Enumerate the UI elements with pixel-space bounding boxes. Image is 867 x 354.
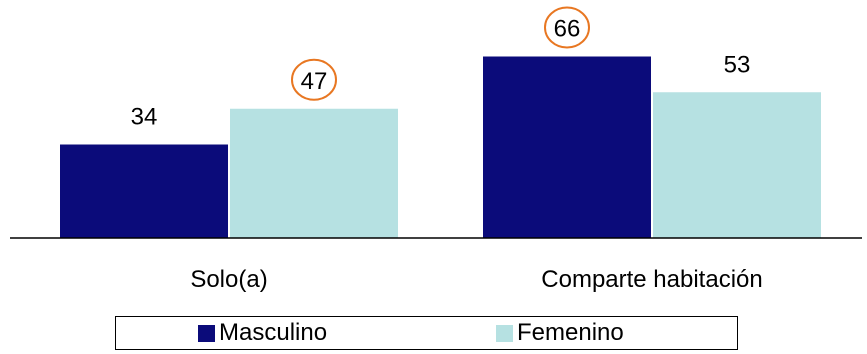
x-tick-label-solo-a: Solo(a) bbox=[190, 266, 267, 293]
legend-item-femenino: Femenino bbox=[496, 320, 624, 346]
data-label-femenino-comparte-habitacion: 53 bbox=[724, 51, 751, 78]
highlight-circle-femenino-solo-a bbox=[291, 58, 337, 101]
bar-femenino-solo-a bbox=[230, 108, 398, 238]
data-labels-layer: 34 47 66 53 bbox=[131, 6, 751, 131]
legend-item-masculino: Masculino bbox=[198, 320, 327, 346]
bar-masculino-solo-a bbox=[60, 144, 228, 238]
x-tick-labels-layer: Solo(a) Comparte habitación bbox=[190, 266, 762, 293]
data-label-femenino-solo-a: 47 bbox=[301, 68, 328, 95]
legend-swatch-femenino bbox=[496, 324, 513, 342]
bars-layer bbox=[60, 56, 821, 238]
data-label-masculino-comparte-habitacion: 66 bbox=[554, 16, 581, 43]
legend: Masculino Femenino bbox=[115, 316, 738, 350]
legend-label-femenino: Femenino bbox=[517, 319, 624, 346]
x-tick-label-comparte-habitacion: Comparte habitación bbox=[541, 266, 762, 293]
legend-label-masculino: Masculino bbox=[219, 319, 328, 346]
legend-swatch-masculino bbox=[198, 324, 215, 342]
highlight-circle-masculino-comparte-habitacion bbox=[544, 6, 590, 49]
bar-masculino-comparte-habitacion bbox=[483, 56, 651, 238]
bar-femenino-comparte-habitacion bbox=[653, 92, 821, 238]
data-label-masculino-solo-a: 34 bbox=[131, 104, 158, 131]
